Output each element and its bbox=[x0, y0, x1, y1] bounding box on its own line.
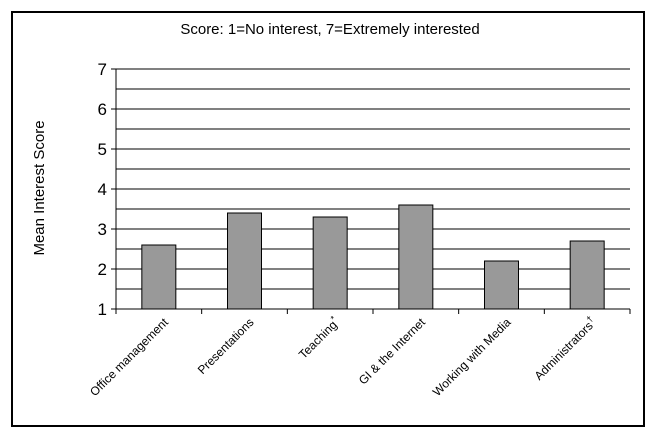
bar bbox=[569, 240, 605, 310]
x-tick-label: Presentations bbox=[195, 315, 257, 377]
bar bbox=[227, 212, 262, 310]
bar bbox=[141, 244, 177, 310]
bars bbox=[141, 204, 605, 310]
bar bbox=[484, 260, 519, 310]
bar bbox=[398, 204, 434, 310]
y-tick-label: 5 bbox=[98, 140, 107, 159]
y-tick-label: 3 bbox=[98, 220, 107, 239]
y-tick-label: 4 bbox=[98, 180, 107, 199]
y-tick-label: 7 bbox=[98, 60, 107, 79]
x-tick-label: Office management bbox=[87, 315, 171, 399]
y-tick-labels: 1 2 3 4 5 6 7 bbox=[98, 60, 107, 319]
x-tick-labels: Office management Presentations Teaching* G… bbox=[87, 313, 599, 399]
x-tick-label: GI & the Internet bbox=[356, 315, 429, 388]
y-tick-label: 1 bbox=[98, 300, 107, 319]
bar bbox=[312, 216, 348, 310]
y-tick-label: 2 bbox=[98, 260, 107, 279]
x-tick-label: Teaching* bbox=[295, 313, 343, 361]
x-tick-label: Working with Media bbox=[430, 315, 514, 399]
x-tick-label: Administrators† bbox=[530, 314, 599, 383]
y-tick-label: 6 bbox=[98, 100, 107, 119]
axes bbox=[111, 68, 631, 314]
gridlines bbox=[116, 68, 630, 290]
y-axis-label: Mean Interest Score bbox=[31, 120, 48, 255]
chart-title: Score: 1=No interest, 7=Extremely intere… bbox=[180, 21, 479, 38]
